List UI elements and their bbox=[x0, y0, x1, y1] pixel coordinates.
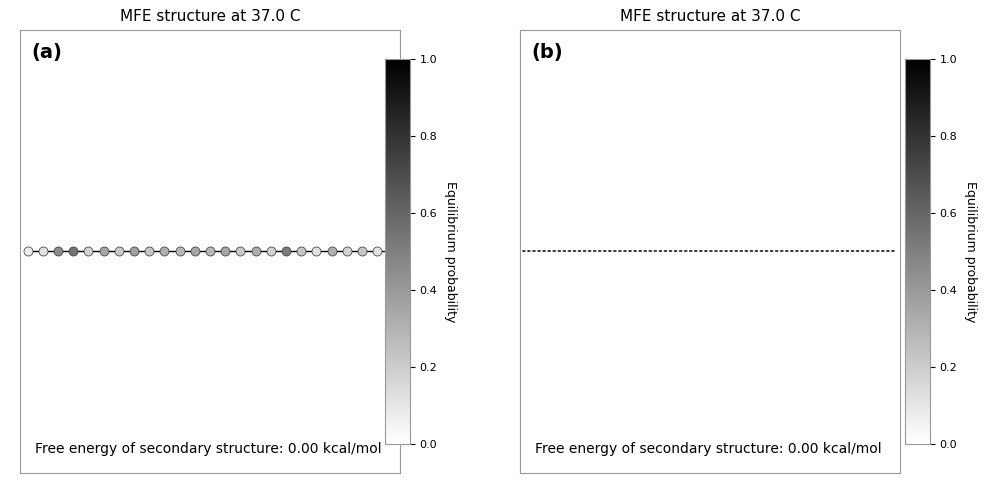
Text: (a): (a) bbox=[31, 43, 62, 62]
Title: MFE structure at 37.0 C: MFE structure at 37.0 C bbox=[620, 9, 800, 24]
Y-axis label: Equilibrium probability: Equilibrium probability bbox=[444, 181, 457, 322]
Text: Free energy of secondary structure: 0.00 kcal/mol: Free energy of secondary structure: 0.00… bbox=[535, 442, 882, 456]
Text: Free energy of secondary structure: 0.00 kcal/mol: Free energy of secondary structure: 0.00… bbox=[35, 442, 382, 456]
Text: (b): (b) bbox=[531, 43, 563, 62]
Y-axis label: Equilibrium probability: Equilibrium probability bbox=[964, 181, 977, 322]
Title: MFE structure at 37.0 C: MFE structure at 37.0 C bbox=[120, 9, 300, 24]
